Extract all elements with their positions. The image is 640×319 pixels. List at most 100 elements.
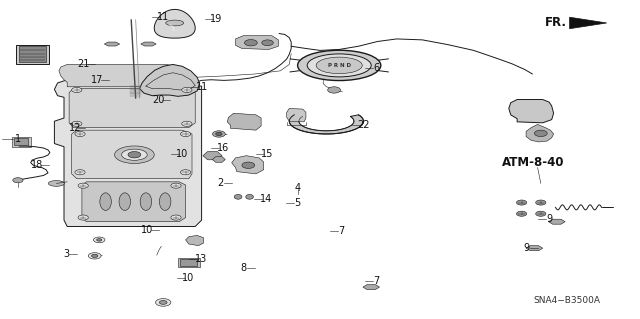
- Text: 11: 11: [157, 11, 170, 22]
- Circle shape: [72, 87, 82, 93]
- Text: 12: 12: [69, 122, 82, 133]
- Polygon shape: [227, 113, 261, 130]
- Circle shape: [212, 131, 225, 137]
- Polygon shape: [287, 108, 306, 122]
- Bar: [14, 138, 28, 145]
- Circle shape: [128, 152, 141, 158]
- Circle shape: [75, 131, 85, 137]
- Polygon shape: [289, 115, 364, 134]
- Polygon shape: [203, 152, 222, 160]
- Polygon shape: [526, 124, 554, 142]
- Text: 1: 1: [15, 134, 21, 144]
- Circle shape: [182, 121, 192, 126]
- Circle shape: [88, 253, 101, 259]
- Circle shape: [328, 87, 340, 93]
- Text: 21: 21: [77, 59, 90, 69]
- Circle shape: [262, 40, 273, 46]
- Circle shape: [78, 215, 88, 220]
- Text: 9: 9: [546, 214, 552, 225]
- Text: FR.: FR.: [545, 17, 567, 29]
- Circle shape: [216, 132, 222, 136]
- Bar: [16, 45, 49, 64]
- Circle shape: [242, 162, 255, 168]
- Text: 2: 2: [217, 178, 223, 189]
- Circle shape: [180, 131, 191, 137]
- Ellipse shape: [140, 193, 152, 211]
- Circle shape: [171, 183, 181, 188]
- Bar: [12, 137, 31, 147]
- Polygon shape: [186, 235, 204, 246]
- Circle shape: [13, 178, 23, 183]
- Polygon shape: [72, 130, 192, 179]
- Polygon shape: [509, 100, 554, 123]
- Text: 10: 10: [176, 149, 189, 159]
- Polygon shape: [104, 42, 120, 46]
- Ellipse shape: [119, 193, 131, 211]
- Circle shape: [72, 121, 82, 126]
- Circle shape: [180, 170, 191, 175]
- Text: 22: 22: [357, 120, 370, 130]
- Text: 7: 7: [339, 226, 345, 236]
- Circle shape: [516, 200, 527, 205]
- Polygon shape: [363, 285, 380, 290]
- Text: 13: 13: [195, 254, 207, 264]
- Circle shape: [516, 211, 527, 216]
- Polygon shape: [140, 64, 200, 96]
- Text: 10: 10: [182, 272, 195, 283]
- Text: 14: 14: [259, 194, 272, 204]
- Polygon shape: [82, 182, 186, 222]
- Circle shape: [171, 215, 181, 220]
- Text: 6: 6: [373, 63, 380, 73]
- Ellipse shape: [122, 149, 147, 160]
- Ellipse shape: [159, 193, 171, 211]
- Ellipse shape: [100, 193, 111, 211]
- Ellipse shape: [307, 54, 371, 77]
- Circle shape: [536, 211, 546, 216]
- Text: 16: 16: [216, 143, 229, 153]
- Ellipse shape: [298, 50, 381, 80]
- Text: ATM-8-40: ATM-8-40: [502, 156, 565, 168]
- Polygon shape: [526, 246, 543, 251]
- Circle shape: [534, 130, 547, 137]
- Polygon shape: [570, 17, 607, 29]
- Circle shape: [92, 254, 98, 257]
- Text: P R N D: P R N D: [328, 63, 351, 68]
- Text: 4: 4: [294, 183, 301, 193]
- Text: 15: 15: [261, 149, 274, 159]
- Ellipse shape: [246, 194, 253, 199]
- Polygon shape: [59, 64, 182, 87]
- Circle shape: [78, 183, 88, 188]
- Circle shape: [93, 237, 105, 243]
- Circle shape: [244, 40, 257, 46]
- Polygon shape: [154, 10, 195, 38]
- Circle shape: [182, 87, 192, 93]
- Text: 7: 7: [373, 276, 380, 286]
- Circle shape: [159, 300, 167, 304]
- Text: 17: 17: [91, 75, 104, 85]
- Text: 19: 19: [210, 13, 223, 24]
- Text: 11: 11: [195, 82, 208, 92]
- Text: 10: 10: [141, 225, 154, 235]
- Polygon shape: [212, 157, 225, 162]
- Circle shape: [156, 299, 171, 306]
- Circle shape: [536, 200, 546, 205]
- Text: 9: 9: [523, 243, 529, 253]
- Ellipse shape: [166, 20, 184, 26]
- Polygon shape: [232, 156, 264, 174]
- Polygon shape: [548, 219, 565, 224]
- Polygon shape: [69, 89, 195, 128]
- Ellipse shape: [115, 146, 154, 164]
- Text: 3: 3: [63, 249, 69, 259]
- Ellipse shape: [316, 57, 362, 74]
- Circle shape: [75, 170, 85, 175]
- Bar: [178, 258, 200, 267]
- Text: SNA4−B3500A: SNA4−B3500A: [533, 296, 600, 305]
- Ellipse shape: [49, 181, 64, 186]
- Polygon shape: [54, 80, 202, 226]
- Text: 20: 20: [152, 94, 165, 105]
- Circle shape: [97, 239, 102, 241]
- Text: 18: 18: [31, 160, 44, 170]
- Ellipse shape: [234, 194, 242, 199]
- Bar: [180, 259, 197, 266]
- Polygon shape: [141, 42, 156, 46]
